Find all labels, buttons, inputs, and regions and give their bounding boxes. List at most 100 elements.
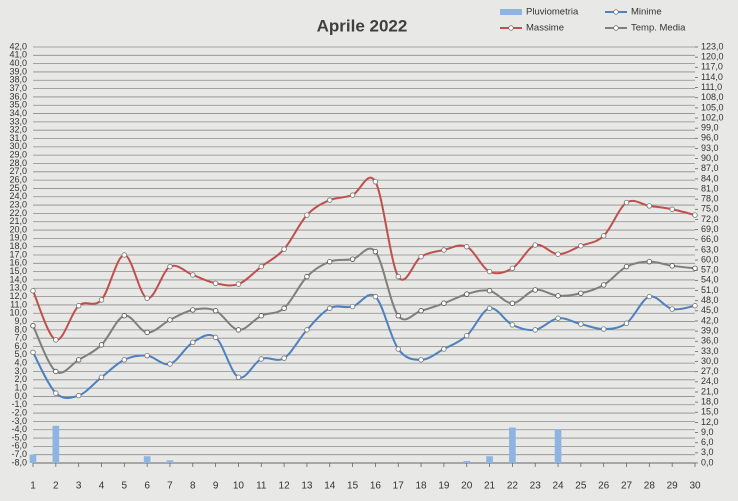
y-tick-label: 29,0 (9, 150, 27, 160)
y2-tick-label: 78,0 (701, 194, 719, 204)
bar (166, 460, 174, 463)
point (212, 280, 219, 286)
y2-tick-label: 45,0 (701, 305, 719, 315)
y-tick-label: 42,0 (9, 41, 27, 51)
y2-tick-label: 93,0 (701, 143, 719, 153)
point (75, 392, 82, 399)
point (167, 317, 173, 323)
x-tick-label: 24 (552, 481, 564, 492)
y-tick-label: 19,0 (9, 233, 27, 243)
point (600, 233, 607, 239)
x-tick-label: 22 (507, 481, 519, 492)
y2-tick-label: 57,0 (701, 265, 719, 275)
y2-tick-label: 84,0 (701, 173, 719, 183)
point (669, 263, 675, 269)
y-tick-label: -5,0 (11, 432, 27, 442)
point (53, 390, 59, 396)
point (464, 333, 470, 339)
y-tick-label: -1,0 (11, 399, 27, 409)
y2-tick-label: 63,0 (701, 244, 719, 254)
point (144, 295, 150, 301)
x-tick-label: 25 (575, 481, 587, 492)
x-tick-label: 26 (598, 481, 610, 492)
y2-tick-label: 15,0 (701, 407, 719, 417)
y2-tick-label: 6,0 (701, 437, 714, 447)
point (258, 313, 264, 319)
x-tick-label: 7 (167, 481, 173, 492)
point (555, 251, 561, 257)
point (121, 313, 128, 319)
y-tick-label: 39,0 (9, 66, 27, 76)
bar (554, 429, 562, 463)
y-tick-label: 12,0 (9, 291, 27, 301)
y2-tick-label: 27,0 (701, 366, 719, 376)
point (167, 361, 173, 367)
point (395, 313, 401, 319)
point (486, 305, 493, 311)
y2-tick-label: 0,0 (701, 457, 714, 467)
point (30, 288, 36, 294)
point (53, 337, 59, 343)
y2-tick-label: 102,0 (701, 112, 724, 122)
x-tick-label: 9 (213, 481, 219, 492)
y2-tick-label: 30,0 (701, 356, 719, 366)
y-tick-label: 21,0 (9, 216, 27, 226)
y-tick-label: 28,0 (9, 158, 27, 168)
y2-tick-label: 24,0 (701, 376, 719, 386)
point (281, 355, 287, 361)
point (190, 307, 196, 313)
point (281, 246, 287, 252)
y2-tick-label: 51,0 (701, 285, 719, 295)
point (418, 357, 424, 363)
y2-tick-label: 108,0 (701, 92, 724, 102)
point (669, 306, 675, 312)
point (372, 248, 379, 255)
y2-tick-label: 69,0 (701, 224, 719, 234)
x-tick-label: 2 (53, 481, 59, 492)
point (509, 300, 516, 306)
y-tick-label: 0,0 (14, 391, 27, 401)
y-tick-label: 24,0 (9, 191, 27, 201)
point (372, 293, 379, 300)
point (555, 315, 561, 321)
point (600, 326, 607, 332)
point (578, 290, 584, 296)
point (578, 321, 584, 327)
y-tick-label: 22,0 (9, 208, 27, 218)
y2-tick-label: 21,0 (701, 386, 719, 396)
y-tick-label: 17,0 (9, 249, 27, 259)
y2-tick-label: 36,0 (701, 336, 719, 346)
point (669, 206, 675, 212)
y2-tick-label: 12,0 (701, 417, 719, 427)
x-tick-label: 5 (122, 481, 128, 492)
bar (143, 456, 151, 463)
legend-label: Massime (526, 23, 564, 34)
bar (509, 427, 516, 463)
point (395, 273, 401, 280)
point (486, 268, 493, 275)
y-tick-label: 9,0 (14, 316, 27, 326)
y-tick-label: 40,0 (9, 58, 27, 68)
y-tick-label: 15,0 (9, 266, 27, 276)
y2-tick-label: 96,0 (701, 133, 719, 143)
y-tick-label: 20,0 (9, 224, 27, 234)
bar (486, 456, 493, 463)
y-tick-label: 14,0 (9, 274, 27, 284)
y2-tick-label: 66,0 (701, 234, 719, 244)
y2-tick-label: 120,0 (701, 52, 724, 62)
x-tick-label: 4 (99, 481, 105, 492)
point (395, 346, 401, 352)
y-tick-label: 35,0 (9, 100, 27, 110)
y-tick-label: 41,0 (9, 50, 27, 60)
point (532, 242, 538, 248)
x-tick-label: 19 (438, 481, 450, 492)
legend-label: Minime (631, 7, 662, 18)
x-tick-label: 8 (190, 481, 196, 492)
x-tick-label: 10 (233, 481, 245, 492)
y-tick-label: -7,0 (11, 449, 27, 459)
y2-tick-label: 72,0 (701, 214, 719, 224)
point (121, 252, 128, 258)
point (600, 282, 607, 288)
y-tick-label: -8,0 (11, 457, 27, 467)
point (464, 291, 470, 297)
